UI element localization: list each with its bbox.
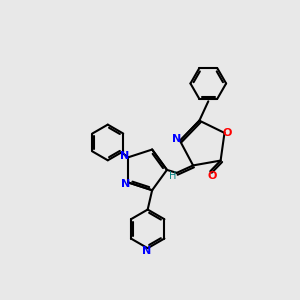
Text: N: N bbox=[120, 151, 129, 161]
Text: H: H bbox=[169, 171, 177, 182]
Text: N: N bbox=[142, 246, 151, 256]
Text: O: O bbox=[223, 128, 232, 138]
Text: N: N bbox=[172, 134, 182, 144]
Text: O: O bbox=[207, 171, 217, 181]
Text: N: N bbox=[121, 179, 130, 189]
